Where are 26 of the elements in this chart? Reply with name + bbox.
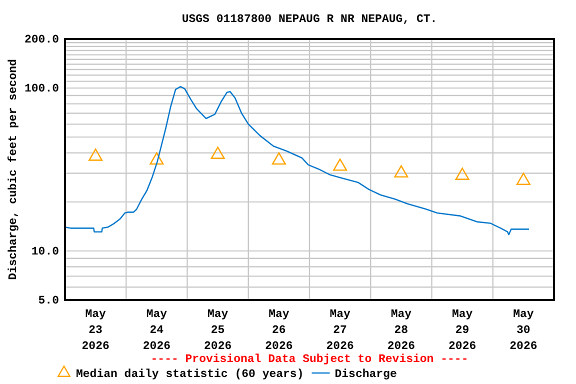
legend-label: Discharge	[334, 368, 397, 381]
point	[394, 165, 408, 178]
point	[272, 152, 286, 165]
x-tick-label: May 26 2026	[265, 308, 293, 353]
x-tick-label: May 29 2026	[448, 308, 476, 353]
y-tick-label: 100.0	[24, 82, 60, 96]
x-tick-label: May 24 2026	[142, 308, 171, 353]
y-tick-label: 10.0	[31, 246, 60, 259]
y-tick-label: 5.0	[38, 294, 60, 308]
point	[333, 158, 348, 171]
point	[210, 146, 225, 159]
x-tick-label: May 25 2026	[204, 308, 232, 353]
x-tick-label: May 28 2026	[387, 308, 416, 353]
legend-label: Median daily statistic (60 years)	[76, 368, 304, 381]
chart-title: USGS 01187800 NEPAUG R NR NEPAUG, CT.	[182, 13, 438, 26]
text: ---- Provisional Data Subject to Revision ----	[150, 353, 468, 366]
point	[455, 168, 470, 180]
y-axis-title: Discharge, cubic feet per second	[7, 58, 20, 280]
x-tick-label: May 23 2026	[82, 308, 110, 353]
line-series	[64, 86, 530, 236]
x-tick-label: May 30 2026	[510, 308, 538, 353]
x-tick-label: May 27 2026	[326, 308, 354, 353]
point	[88, 148, 103, 161]
point	[150, 152, 164, 165]
point	[516, 172, 530, 185]
y-tick-label: 200.0	[24, 34, 60, 47]
